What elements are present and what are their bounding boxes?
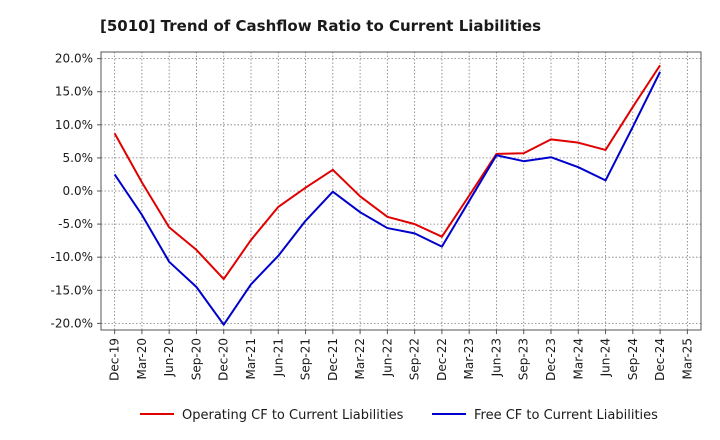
x-tick-label: Sep-24 <box>626 338 640 380</box>
x-tick-label: Mar-24 <box>571 338 585 379</box>
y-tick-label: 10.0% <box>55 118 93 132</box>
y-tick-label: 5.0% <box>63 151 94 165</box>
x-tick-label: Mar-22 <box>353 338 367 379</box>
x-tick-label: Dec-21 <box>326 338 340 381</box>
y-tick-label: -5.0% <box>58 217 93 231</box>
series-line-free-cf <box>113 71 661 326</box>
x-tick-label: Dec-24 <box>653 338 667 381</box>
y-tick-label: -20.0% <box>51 316 93 330</box>
x-tick-label: Jun-23 <box>489 338 503 377</box>
series-line-operating-cf <box>113 64 661 281</box>
y-tick-label: 20.0% <box>55 52 93 66</box>
y-tick-label: 15.0% <box>55 85 93 99</box>
x-tick-label: Mar-21 <box>244 338 258 379</box>
x-tick-label: Sep-22 <box>408 338 422 380</box>
chart-title: [5010] Trend of Cashflow Ratio to Curren… <box>100 17 541 35</box>
x-tick-label: Sep-20 <box>189 338 203 380</box>
x-tick-label: Dec-22 <box>435 338 449 381</box>
x-tick-label: Mar-20 <box>135 338 149 379</box>
legend-label: Operating CF to Current Liabilities <box>182 408 404 423</box>
x-tick-label: Mar-23 <box>462 338 476 379</box>
x-tick-label: Dec-23 <box>544 338 558 381</box>
x-tick-label: Sep-23 <box>517 338 531 380</box>
plot-area: 20.0% 15.0% 10.0% 5.0% 0.0% -5.0% -10.0% -15.0%… <box>51 51 702 381</box>
x-tick-label: Jun-24 <box>599 338 613 377</box>
x-tick-label: Jun-21 <box>271 338 285 377</box>
plot-frame <box>100 51 702 331</box>
x-tick-label: Dec-20 <box>217 338 231 381</box>
x-tick-label: Jun-20 <box>162 338 176 377</box>
y-tick-label: -15.0% <box>51 283 93 297</box>
legend: Operating CF to Current Liabilities Free … <box>140 408 658 423</box>
y-tick-label: -10.0% <box>51 250 93 264</box>
legend-label: Free CF to Current Liabilities <box>474 408 658 423</box>
x-tick-label: Sep-21 <box>299 338 313 380</box>
y-tick-label: 0.0% <box>63 184 94 198</box>
x-tick-label: Jun-22 <box>380 338 394 377</box>
x-tick-label: Dec-19 <box>108 338 122 381</box>
x-tick-label: Mar-25 <box>680 338 694 379</box>
